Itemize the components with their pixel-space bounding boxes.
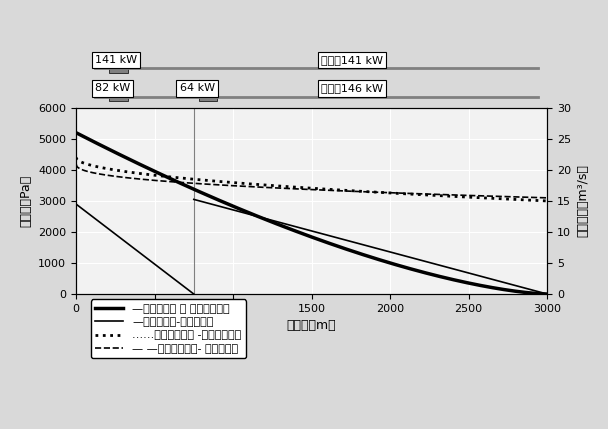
Text: 82 kW: 82 kW [95, 83, 130, 93]
Text: 总计：146 kW: 总计：146 kW [321, 83, 383, 93]
X-axis label: 总距离（m）: 总距离（m） [287, 319, 336, 332]
Text: 141 kW: 141 kW [95, 55, 137, 65]
FancyBboxPatch shape [198, 91, 218, 101]
Text: 总计：141 kW: 总计：141 kW [321, 55, 383, 65]
Y-axis label: 静压力（Pa）: 静压力（Pa） [19, 175, 33, 227]
Text: 64 kW: 64 kW [180, 83, 215, 93]
Y-axis label: 体积流量（m³/s）: 体积流量（m³/s） [576, 164, 590, 237]
FancyBboxPatch shape [109, 62, 128, 73]
FancyBboxPatch shape [109, 91, 128, 101]
Legend: —套管静压力 － 无中继型设备, —套管静压力-中继型设备, ……套管体积流量 -无中继型设备, — —套管体积流量- 中继型设备: —套管静压力 － 无中继型设备, —套管静压力-中继型设备, ……套管体积流量 … [91, 299, 246, 358]
